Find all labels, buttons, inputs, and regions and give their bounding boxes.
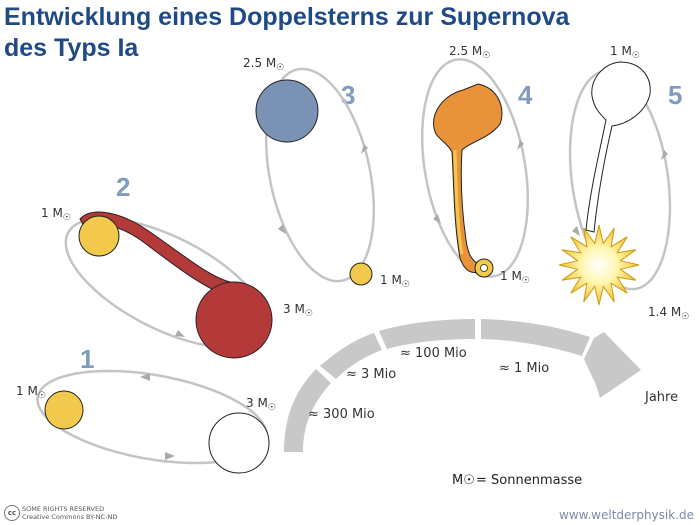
stage-5-orbit-arrow-left [572,226,580,236]
stage-4-orbit [420,58,530,278]
stage-3-orbit [264,67,376,283]
timeline-arrow: ≈ 300 Mio ≈ 3 Mio ≈ 100 Mio ≈ 1 Mio Jahr… [284,319,678,452]
stage-1: 1 1 M☉ 3 M☉ [16,344,276,474]
license-text: SOME RIGHTS RESERVED Creative Commons BY… [22,505,117,521]
stage-4-mass-large: 2.5 M☉ [449,44,490,61]
stage-4-white-dwarf-core [480,264,488,272]
stage-4-orange-giant [433,83,503,273]
stage-1-mass-large: 3 M☉ [246,396,276,413]
stage-5-companion-star [585,61,651,233]
legend-symbol: M☉ [452,473,475,488]
legend-text: = Sonnenmasse [476,473,582,488]
stage-3-mass-large: 2.5 M☉ [243,56,284,73]
stage-5-mass-supernova: 1.4 M☉ [648,305,689,322]
stage-5: 5 1 M☉ 1.4 M☉ [558,44,689,322]
stage-3-mass-small: 1 M☉ [380,273,410,290]
stage-1-mass-small: 1 M☉ [16,384,46,401]
stage-4-mass-small: 1 M☉ [500,269,530,286]
stage-1-orbit-arrow-top [140,373,150,381]
stage-3-orbit-arrow-left [278,224,286,234]
stage-5-supernova [558,224,640,306]
stage-5-orbit-arrow-right [661,150,668,160]
stage-1-star-large [208,412,270,474]
diagram-title: Entwicklung eines Doppelsterns zur Super… [4,2,569,64]
stage-4-number: 4 [518,80,533,110]
stage-2-star-small [78,215,120,257]
stage-1-orbit-arrow-bottom [165,452,175,460]
stage-4-orbit-arrow-right [517,140,524,150]
stage-2-red-giant [195,281,273,359]
stage-1-number: 1 [80,344,94,374]
timeline-label-1-mio: ≈ 1 Mio [499,361,549,376]
stage-3-star-large [255,79,319,143]
stage-2-number: 2 [116,172,130,202]
timeline-label-100-mio: ≈ 100 Mio [400,346,467,361]
title-line-2: des Typs Ia [4,34,139,62]
stage-4-orbit-arrow-left [433,214,441,224]
stage-3: 3 2.5 M☉ 1 M☉ [243,56,410,290]
license-line-2: Creative Commons BY-NC-ND [22,513,118,521]
title-line-1: Entwicklung eines Doppelsterns zur Super… [4,3,570,31]
stage-1-star-small [44,390,84,430]
stage-2-orbit-arrow-bottom [175,330,185,337]
stage-2-mass-large: 3 M☉ [283,302,313,319]
creative-commons-icon: cc [4,505,20,521]
legend: M☉ = Sonnenmasse [452,473,582,488]
timeline-segment-4 [481,319,590,356]
timeline-segment-1 [284,369,331,452]
stage-4: 4 2.5 M☉ 1 M☉ [420,44,533,286]
stage-3-orbit-arrow-right [361,144,368,154]
timeline-segment-3 [379,319,475,349]
stage-2-mass-small: 1 M☉ [41,206,71,223]
stage-4-mass-stream [453,149,464,255]
website-link[interactable]: www.weltderphysik.de [559,508,694,522]
timeline-label-300-mio: ≈ 300 Mio [308,407,375,422]
stage-2: 2 1 M☉ 3 M☉ [41,172,313,359]
stage-5-number: 5 [668,80,682,110]
stage-3-star-small [349,262,373,286]
stage-5-mass-companion: 1 M☉ [610,44,640,61]
timeline-label-3-mio: ≈ 3 Mio [346,367,396,382]
timeline-end-label: Jahre [644,390,678,405]
timeline-segment-2 [320,333,382,379]
license-line-1: SOME RIGHTS RESERVED [22,505,105,513]
timeline-arrowhead [584,332,641,398]
